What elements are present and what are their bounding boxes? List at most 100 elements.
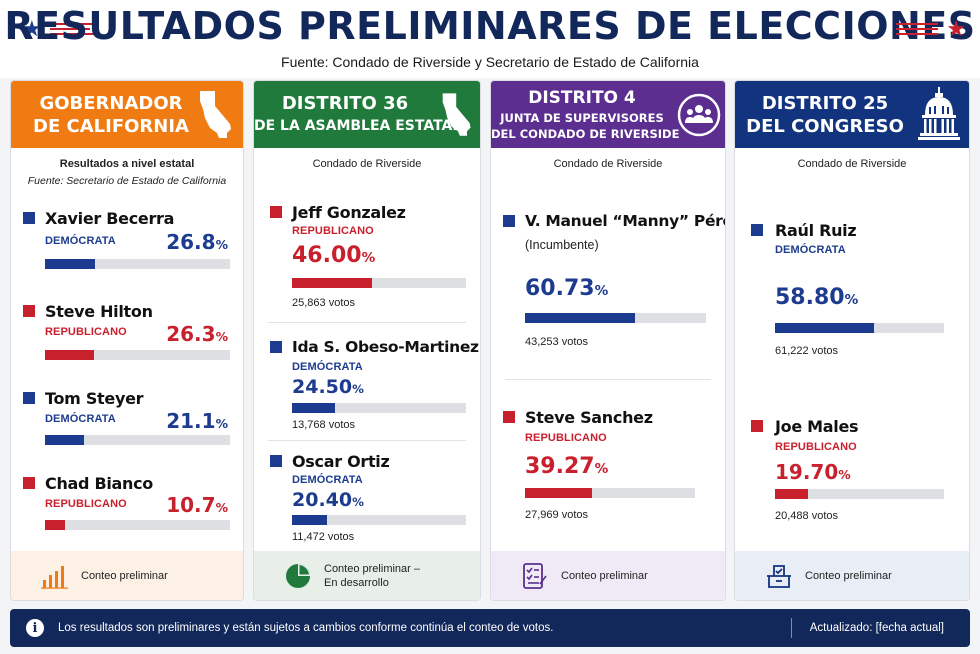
candidate-votes: 13,768 votos bbox=[292, 419, 355, 431]
vote-share-fill bbox=[525, 488, 592, 498]
candidate-party: DEMÓCRATA bbox=[292, 361, 363, 373]
card-title-line2: DEL CONGRESO bbox=[746, 116, 904, 137]
candidate-party: REPUBLICANO bbox=[292, 225, 374, 237]
header-decoration-right: ★ bbox=[896, 18, 966, 40]
assembly-card-header: DISTRITO 36 DE LA ASAMBLEA ESTATAL bbox=[254, 81, 480, 148]
party-color-marker bbox=[270, 206, 282, 218]
vote-share-fill bbox=[775, 323, 875, 333]
candidate-percent: 60.73% bbox=[525, 276, 608, 301]
candidate-percent: 58.80% bbox=[775, 285, 858, 310]
star-icon: ★ bbox=[22, 16, 42, 41]
candidate-name: Raúl Ruiz bbox=[775, 221, 857, 240]
congress-card: DISTRITO 25 DEL CONGRESO Condado de Rive… bbox=[734, 80, 970, 601]
party-color-marker bbox=[751, 420, 763, 432]
card-scope: Condado de Riverside bbox=[797, 158, 907, 170]
disclaimer-bar: i Los resultados son preliminares y está… bbox=[10, 609, 970, 647]
candidate-votes: 20,488 votos bbox=[775, 510, 838, 522]
stripes-decoration bbox=[896, 23, 939, 35]
vote-share-bar bbox=[45, 350, 230, 360]
party-color-marker bbox=[503, 215, 515, 227]
california-map-icon bbox=[440, 89, 476, 146]
party-color-marker bbox=[23, 392, 35, 404]
card-scope: Condado de Riverside bbox=[312, 158, 422, 170]
vote-share-fill bbox=[292, 515, 328, 525]
percent-symbol: % bbox=[215, 500, 228, 515]
candidate-party: DEMÓCRATA bbox=[292, 474, 363, 486]
party-color-marker bbox=[23, 477, 35, 489]
candidate-incumbent-label: (Incumbente) bbox=[525, 238, 599, 252]
vote-share-fill bbox=[775, 489, 809, 499]
candidate-votes: 11,472 votos bbox=[292, 531, 355, 543]
card-footer: Conteo preliminar bbox=[11, 551, 243, 600]
vote-share-fill bbox=[525, 313, 635, 323]
percent-symbol: % bbox=[215, 416, 228, 431]
percent-value: 10.7 bbox=[166, 493, 216, 517]
footer-divider bbox=[790, 618, 792, 638]
card-footer-text: Conteo preliminar bbox=[81, 569, 168, 582]
candidate-percent: 19.70% bbox=[775, 460, 851, 484]
party-color-marker bbox=[23, 212, 35, 224]
card-footer-text-line2: En desarrollo bbox=[324, 576, 389, 589]
vote-share-bar bbox=[45, 435, 230, 445]
page-header: ★ RESULTADOS PRELIMINARES DE ELECCIONES … bbox=[0, 0, 980, 78]
candidate-name: Xavier Becerra bbox=[45, 209, 175, 228]
vote-share-bar bbox=[525, 313, 706, 323]
percent-symbol: % bbox=[594, 461, 609, 477]
capitol-dome-icon bbox=[917, 87, 961, 148]
card-footer-text: Conteo preliminar – En desarrollo bbox=[324, 562, 420, 590]
percent-symbol: % bbox=[594, 283, 609, 299]
candidate-votes: 61,222 votos bbox=[775, 345, 838, 357]
card-title-line1: GOBERNADOR bbox=[39, 93, 183, 114]
vote-share-bar bbox=[775, 489, 944, 499]
party-color-marker bbox=[270, 455, 282, 467]
vote-share-bar bbox=[525, 488, 695, 498]
percent-symbol: % bbox=[215, 329, 228, 344]
candidate-percent: 26.8% bbox=[166, 230, 228, 254]
candidate-percent: 39.27% bbox=[525, 454, 608, 479]
candidate-name: Ida S. Obeso-Martinez bbox=[292, 338, 479, 356]
star-icon: ★ bbox=[946, 16, 966, 41]
candidate-party: DEMÓCRATA bbox=[45, 413, 116, 425]
row-divider bbox=[505, 379, 711, 380]
checklist-icon bbox=[521, 562, 549, 590]
vote-share-fill bbox=[292, 278, 373, 288]
percent-value: 19.70 bbox=[775, 460, 839, 484]
page-subtitle: Fuente: Condado de Riverside y Secretari… bbox=[281, 54, 699, 70]
percent-value: 20.40 bbox=[292, 489, 353, 511]
candidate-votes: 43,253 votos bbox=[525, 336, 588, 348]
percent-symbol: % bbox=[361, 250, 376, 266]
percent-value: 26.8 bbox=[166, 230, 216, 254]
candidate-party: REPUBLICANO bbox=[45, 326, 127, 338]
card-title-line2: DE LA ASAMBLEA ESTATAL bbox=[254, 118, 462, 134]
vote-share-fill bbox=[45, 259, 95, 269]
card-footer: Conteo preliminar bbox=[735, 551, 969, 600]
card-footer-text: Conteo preliminar bbox=[805, 569, 892, 582]
percent-value: 60.73 bbox=[525, 276, 595, 301]
candidate-percent: 20.40% bbox=[292, 489, 364, 511]
card-title-line1: DISTRITO 25 bbox=[761, 93, 889, 114]
card-scope-source: Fuente: Secretario de Estado de Californ… bbox=[27, 175, 227, 187]
bar-chart-icon bbox=[41, 562, 69, 590]
vote-share-bar bbox=[292, 403, 466, 413]
california-map-icon bbox=[197, 89, 237, 146]
disclaimer-text: Los resultados son preliminares y están … bbox=[58, 622, 554, 634]
row-divider bbox=[268, 322, 466, 323]
card-footer: Conteo preliminar – En desarrollo bbox=[254, 551, 480, 600]
candidate-name: Joe Males bbox=[775, 417, 859, 436]
percent-symbol: % bbox=[352, 382, 364, 396]
vote-share-fill bbox=[292, 403, 335, 413]
card-title-line3: DEL CONDADO DE RIVERSIDE bbox=[491, 127, 680, 141]
governor-card-header: GOBERNADOR DE CALIFORNIA bbox=[11, 81, 243, 148]
card-footer-text: Conteo preliminar bbox=[561, 569, 648, 582]
percent-value: 24.50 bbox=[292, 376, 353, 398]
supervisors-card-header: DISTRITO 4 JUNTA DE SUPERVISORES DEL CON… bbox=[491, 81, 725, 148]
party-color-marker bbox=[503, 411, 515, 423]
party-color-marker bbox=[23, 305, 35, 317]
vote-share-fill bbox=[45, 520, 65, 530]
candidate-party: DEMÓCRATA bbox=[45, 235, 116, 247]
percent-symbol: % bbox=[838, 467, 851, 482]
percent-symbol: % bbox=[215, 237, 228, 252]
vote-share-bar bbox=[292, 278, 466, 288]
percent-value: 26.3 bbox=[166, 322, 216, 346]
card-scope: Resultados a nivel estatal bbox=[59, 158, 195, 170]
